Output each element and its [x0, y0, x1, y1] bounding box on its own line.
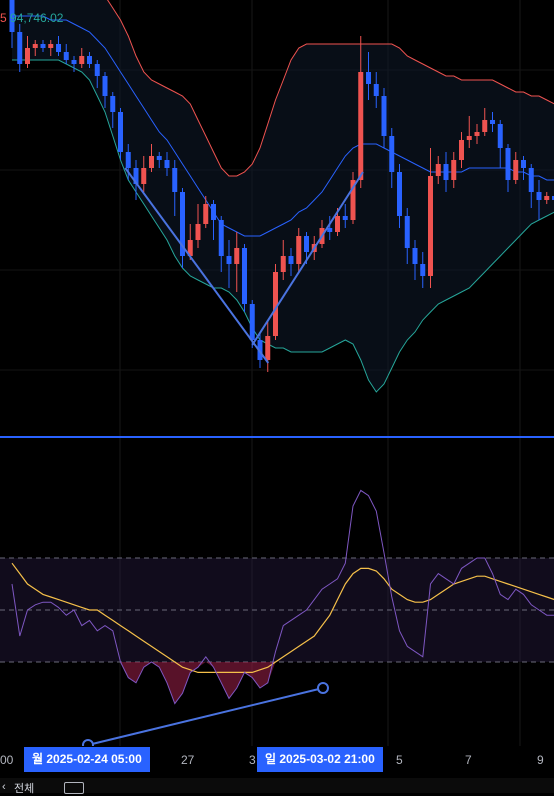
candle-body [498, 124, 503, 148]
chevron-icon[interactable]: ‹ [2, 781, 6, 793]
candle-body [506, 148, 511, 180]
candle-body [203, 204, 208, 224]
candle-body [56, 44, 61, 52]
candle-body [17, 32, 22, 64]
candle-body [25, 48, 30, 64]
last-value: 94,746.02 [10, 11, 63, 25]
candle-body [196, 224, 201, 240]
candle-body [343, 216, 348, 220]
divergence-handle-end [318, 683, 328, 693]
candle-body [234, 248, 239, 264]
candle-body [444, 164, 449, 180]
candle-body [110, 96, 115, 112]
candle-body [289, 256, 294, 264]
candle-body [436, 164, 441, 176]
candle-body [64, 52, 69, 60]
time-tick: 9 [537, 753, 544, 767]
candle-body [79, 56, 84, 64]
candle-body [273, 272, 278, 336]
candle-body [413, 248, 418, 264]
candle-body [72, 60, 77, 64]
candle-body [335, 216, 340, 232]
candle-body [126, 152, 131, 168]
candle-body [41, 44, 46, 48]
candle-body [118, 112, 123, 152]
candle-body [382, 96, 387, 136]
candle-body [459, 140, 464, 160]
series-prefix: 5 [0, 11, 7, 25]
candle-body [374, 84, 379, 96]
candle-body [397, 172, 402, 216]
candle-body [296, 236, 301, 264]
candle-body [513, 160, 518, 180]
candle-body [157, 156, 162, 160]
price-legend: 5 94,746.02 [0, 11, 63, 25]
candle-body [475, 132, 480, 136]
candle-body [149, 156, 154, 168]
candle-body [141, 168, 146, 184]
candle-body [33, 44, 38, 48]
candle-body [420, 264, 425, 276]
candle-body [242, 248, 247, 304]
candle-body [281, 256, 286, 272]
candle-body [103, 76, 108, 96]
candle-body [95, 64, 100, 76]
candle-body [366, 72, 371, 84]
candle-body [490, 120, 495, 124]
time-axis-left-edge: 00 [0, 753, 13, 767]
candle-body [219, 220, 224, 256]
candle-body [467, 136, 472, 140]
time-tick: 5 [396, 753, 403, 767]
candle-body [544, 196, 549, 200]
candle-body [428, 176, 433, 276]
candle-body [482, 120, 487, 132]
time-axis[interactable]: 00 월 2025-02-24 05:00 27 3 일 2025-03-02 … [0, 746, 554, 774]
candle-body [211, 204, 216, 220]
bottom-toolbar: ‹ 전체 [0, 778, 554, 793]
candle-body [327, 228, 332, 232]
candle-body [389, 136, 394, 172]
candle-body [165, 160, 170, 168]
time-badge-end: 일 2025-03-02 21:00 [257, 747, 383, 772]
time-tick: 7 [465, 753, 472, 767]
candle-body [250, 304, 255, 340]
candle-body [529, 168, 534, 192]
chart-canvas[interactable] [0, 0, 554, 746]
candle-body [451, 160, 456, 180]
time-tick: 27 [181, 753, 194, 767]
time-tick: 3 [249, 753, 256, 767]
candle-body [265, 336, 270, 360]
candle-body [304, 236, 309, 252]
candle-body [537, 192, 542, 200]
candle-body [227, 256, 232, 264]
calendar-icon[interactable] [64, 782, 84, 794]
range-all-label[interactable]: 전체 [14, 780, 34, 796]
candle-body [87, 56, 92, 64]
candle-body [172, 168, 177, 192]
candle-body [521, 160, 526, 168]
candle-body [405, 216, 410, 248]
candle-body [358, 72, 363, 180]
time-badge-start: 월 2025-02-24 05:00 [24, 747, 150, 772]
candle-body [48, 44, 53, 48]
